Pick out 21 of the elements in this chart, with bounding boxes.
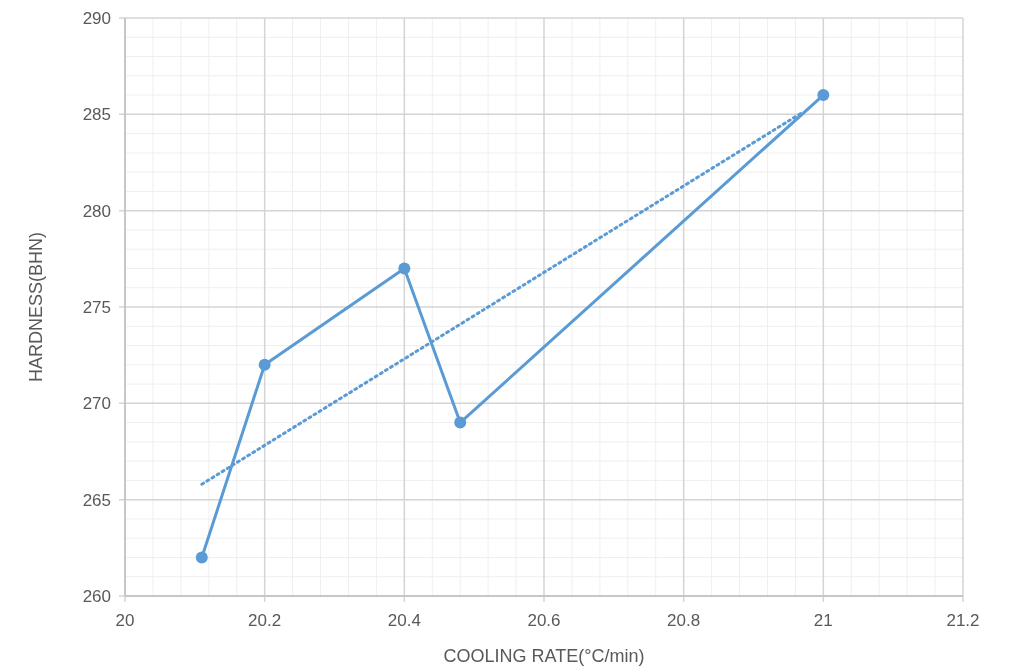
x-axis-title: COOLING RATE(°C/min): [443, 646, 645, 666]
y-axis-title: HARDNESS(BHN): [26, 231, 46, 383]
y-tick-label: 265: [82, 490, 111, 510]
y-tick-label: 260: [82, 587, 111, 606]
y-tick-label: 275: [82, 298, 111, 317]
x-tick-label: 20.4: [387, 611, 421, 630]
x-tick-label: 20.6: [527, 611, 561, 630]
x-tick-label: 20.2: [248, 611, 282, 630]
point: [454, 416, 467, 429]
y-tick-label: 280: [82, 201, 111, 221]
x-tick-label: 20: [115, 611, 135, 630]
x-tick-label: 21: [813, 611, 833, 630]
point: [817, 89, 830, 102]
point: [195, 551, 208, 564]
x-tick-label: 20.8: [667, 611, 701, 630]
point: [258, 358, 271, 371]
x-tick-label: 21.2: [946, 611, 980, 630]
point: [398, 262, 411, 275]
y-tick-label: 290: [82, 9, 111, 28]
y-tick-label: 285: [82, 105, 111, 125]
y-tick-label: 270: [82, 394, 111, 414]
